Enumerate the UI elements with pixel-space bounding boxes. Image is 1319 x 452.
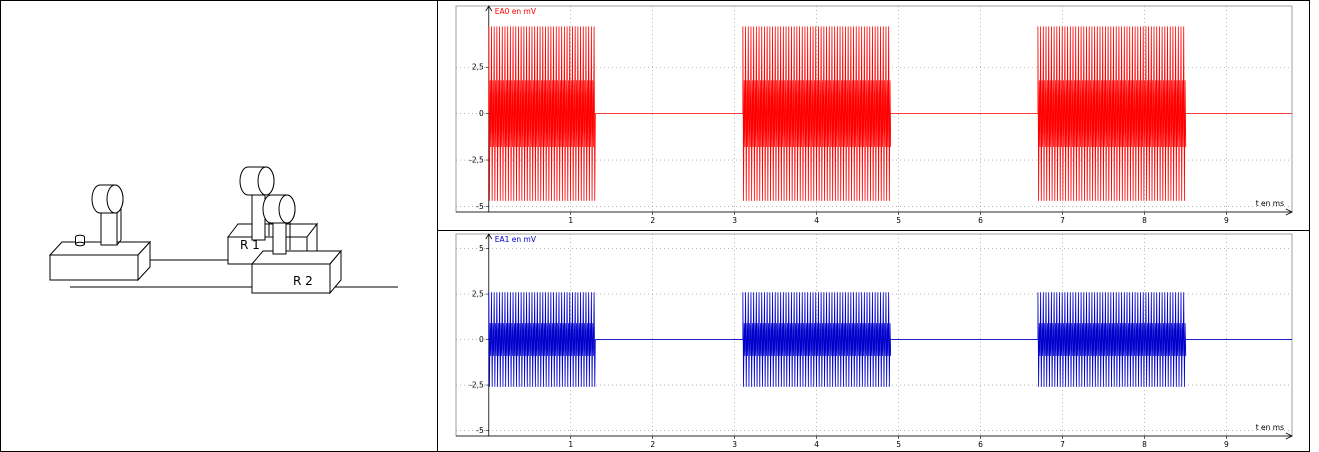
y-tick-label: -5: [476, 202, 484, 211]
y-tick-label: 2,5: [472, 290, 484, 299]
setup-diagram: R 1 R 2: [48, 166, 398, 295]
label-r2: R 2: [293, 274, 313, 288]
x-tick-label: 7: [1060, 216, 1065, 225]
x-tick-label: 6: [978, 216, 983, 225]
x-tick-label: 2: [650, 440, 655, 449]
y-tick-label: -2,5: [469, 381, 484, 390]
y-tick-label: 0: [479, 109, 484, 118]
x-tick-label: 4: [814, 440, 819, 449]
y-tick-label: 0: [479, 335, 484, 344]
x-tick-label: 1: [568, 440, 573, 449]
y-tick-label: 5: [479, 244, 484, 253]
x-tick-label: 2: [650, 216, 655, 225]
signal-series-ea0: [488, 26, 1292, 201]
x-tick-label: 9: [1224, 440, 1229, 449]
chart-ea0: 1 2 3 4 5 6 7 8 9 -5 -2,5 0 2,5 EA0 en mV t en ms: [455, 5, 1293, 225]
signal-series-ea1: [488, 292, 1292, 387]
x-axis-arrow-icon: [1285, 208, 1293, 216]
x-axis-arrow-icon: [1285, 432, 1293, 440]
x-tick-label: 6: [978, 440, 983, 449]
x-axis-label: t en ms: [1256, 199, 1284, 208]
emitter-icon: [91, 184, 124, 246]
y-axis-label: EA1 en mV: [495, 235, 537, 244]
label-r1: R 1: [240, 238, 260, 252]
x-tick-label: 1: [568, 216, 573, 225]
y-axis-arrow-icon: [485, 233, 493, 240]
y-axis-arrow-icon: [485, 5, 493, 12]
emitter-box: [48, 234, 152, 282]
receiver-r2-icon: [262, 194, 296, 255]
x-tick-label: 8: [1142, 440, 1147, 449]
y-tick-label: -5: [476, 426, 484, 435]
y-tick-label: -2,5: [469, 156, 484, 165]
y-axis-label: EA0 en mV: [495, 7, 537, 16]
x-axis-label: t en ms: [1256, 423, 1284, 432]
x-tick-label: 5: [896, 216, 901, 225]
x-tick-label: 5: [896, 440, 901, 449]
receiver-r1-icon: [239, 166, 275, 241]
x-tick-label: 7: [1060, 440, 1065, 449]
receiver-r2-box: [250, 249, 343, 295]
x-tick-label: 9: [1224, 216, 1229, 225]
x-tick-label: 8: [1142, 216, 1147, 225]
y-tick-label: 2,5: [472, 63, 484, 72]
x-tick-label: 4: [814, 216, 819, 225]
x-tick-label: 3: [732, 216, 737, 225]
chart-ea1: 1 2 3 4 5 6 7 8 9 -5 -2,5 0 2,5 5 EA1 en mV t en ms: [455, 233, 1293, 449]
x-tick-label: 3: [732, 440, 737, 449]
